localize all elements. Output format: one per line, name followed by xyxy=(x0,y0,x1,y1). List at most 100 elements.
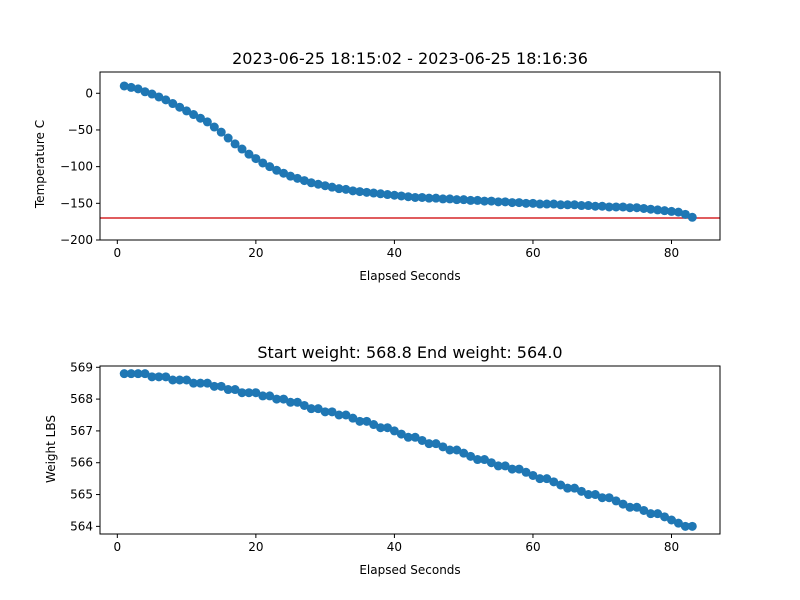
weight-data-point xyxy=(348,413,358,423)
temperature-data-point xyxy=(514,198,524,208)
weight-x-axis-label: Elapsed Seconds xyxy=(359,563,460,577)
weight-data-point xyxy=(403,432,413,442)
weight-x-tick-label: 60 xyxy=(525,540,540,554)
weight-data-point xyxy=(272,394,282,404)
temperature-data-point xyxy=(424,193,434,203)
weight-data-point xyxy=(535,474,545,484)
weight-data-point xyxy=(597,493,607,503)
weight-data-point xyxy=(438,442,448,452)
weight-data-point xyxy=(362,416,372,426)
temperature-x-tick-label: 60 xyxy=(525,246,540,260)
temperature-data-point xyxy=(597,201,607,211)
temperature-data-point xyxy=(133,84,143,94)
weight-y-tick-label: 566 xyxy=(70,456,93,470)
temperature-data-point xyxy=(355,187,365,197)
temperature-data-point xyxy=(216,127,226,137)
temperature-data-point xyxy=(389,190,399,200)
weight-data-point xyxy=(126,369,136,379)
weight-data-points xyxy=(119,369,697,531)
temperature-data-point xyxy=(320,181,330,191)
temperature-data-point xyxy=(327,182,337,192)
weight-data-point xyxy=(528,470,538,480)
weight-data-point xyxy=(583,490,593,500)
temperature-data-point xyxy=(258,158,268,168)
weight-data-point xyxy=(653,509,663,519)
weight-data-point xyxy=(680,521,690,531)
temperature-data-point xyxy=(369,188,379,198)
weight-data-point xyxy=(202,378,212,388)
temperature-data-point xyxy=(660,206,670,216)
temperature-data-point xyxy=(590,201,600,211)
temperature-data-point xyxy=(452,195,462,205)
weight-data-point xyxy=(355,416,365,426)
weight-y-axis-label: Weight LBS xyxy=(44,415,58,483)
temperature-data-point xyxy=(653,205,663,215)
temperature-data-point xyxy=(279,168,289,178)
weight-data-point xyxy=(279,394,289,404)
weight-data-point xyxy=(161,372,171,382)
weight-data-point xyxy=(147,372,157,382)
temperature-data-point xyxy=(632,203,642,213)
temperature-data-point xyxy=(272,165,282,175)
weight-data-point xyxy=(611,496,621,506)
temperature-data-point xyxy=(334,184,344,194)
temperature-chart-title: 2023-06-25 18:15:02 - 2023-06-25 18:16:3… xyxy=(232,49,588,68)
weight-data-point xyxy=(660,512,670,522)
temperature-data-point xyxy=(576,201,586,211)
temperature-data-point xyxy=(376,189,386,199)
weight-data-point xyxy=(182,375,192,385)
weight-data-point xyxy=(500,461,510,471)
temperature-data-point xyxy=(299,176,309,186)
temperature-data-point xyxy=(445,194,455,204)
weight-data-point xyxy=(376,423,386,433)
weight-data-point xyxy=(396,429,406,439)
temperature-data-point xyxy=(348,186,358,196)
temperature-x-tick-label: 40 xyxy=(387,246,402,260)
weight-data-point xyxy=(542,474,552,484)
weight-y-tick-label: 567 xyxy=(70,424,93,438)
temperature-data-point xyxy=(202,117,212,127)
temperature-subplot: 2023-06-25 18:15:02 - 2023-06-25 18:16:3… xyxy=(33,49,721,283)
temperature-data-point xyxy=(396,191,406,201)
weight-data-point xyxy=(667,515,677,525)
weight-data-point xyxy=(175,375,185,385)
weight-data-point xyxy=(625,502,635,512)
weight-axis-ticks: 0 20 40 60 80 569 568 567 566 565 564 xyxy=(70,360,679,554)
weight-data-point xyxy=(140,369,150,379)
temperature-data-point xyxy=(583,201,593,211)
weight-x-tick-label: 0 xyxy=(113,540,121,554)
temperature-y-tick-label: −200 xyxy=(60,233,93,247)
temperature-data-point xyxy=(306,178,316,188)
temperature-data-point xyxy=(549,199,559,209)
temperature-data-point xyxy=(403,192,413,202)
temperature-data-point xyxy=(341,184,351,194)
temperature-data-point xyxy=(417,192,427,202)
weight-data-point xyxy=(133,369,143,379)
temperature-data-point xyxy=(286,171,296,181)
weight-data-point xyxy=(265,391,275,401)
weight-data-point xyxy=(341,410,351,420)
weight-data-point xyxy=(493,461,503,471)
temperature-data-point xyxy=(459,195,469,205)
temperature-axis-ticks: 0 20 40 60 80 0 −50 −100 −150 −200 xyxy=(60,86,679,260)
temperature-data-point xyxy=(182,106,192,116)
temperature-data-point xyxy=(189,110,199,120)
temperature-data-point xyxy=(639,203,649,213)
temperature-data-point xyxy=(521,198,531,208)
temperature-y-tick-label: −100 xyxy=(60,160,93,174)
temperature-y-tick-label: −50 xyxy=(68,123,93,137)
weight-data-point xyxy=(382,423,392,433)
temperature-data-point xyxy=(556,200,566,210)
weight-data-point xyxy=(556,480,566,490)
temperature-data-point xyxy=(237,144,247,154)
temperature-data-point xyxy=(604,202,614,212)
weight-x-tick-label: 80 xyxy=(664,540,679,554)
weight-data-point xyxy=(604,493,614,503)
temperature-data-point xyxy=(673,207,683,217)
temperature-x-tick-label: 0 xyxy=(113,246,121,260)
temperature-data-point xyxy=(140,87,150,97)
temperature-data-point xyxy=(667,206,677,216)
temperature-data-point xyxy=(209,122,219,132)
weight-data-point xyxy=(189,378,199,388)
